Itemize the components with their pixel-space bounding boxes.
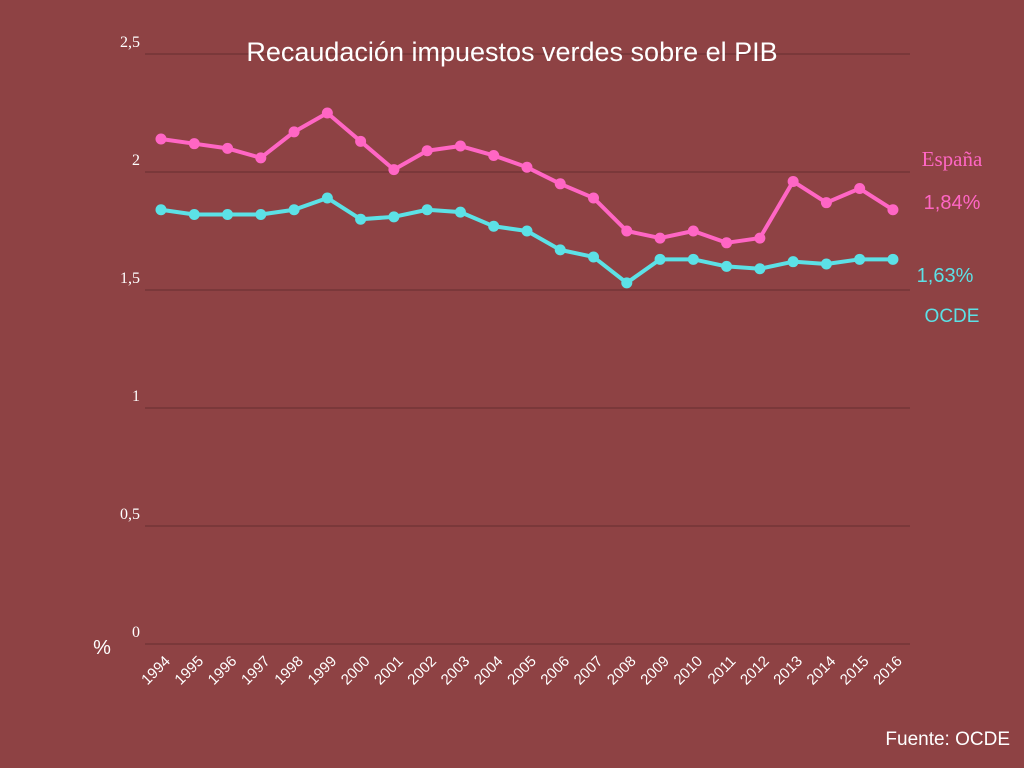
data-point	[654, 232, 666, 244]
data-point	[588, 192, 600, 204]
x-axis-ticks: 1994199519961997199819992000200120022003…	[138, 653, 906, 689]
data-point	[255, 152, 267, 164]
data-point	[721, 260, 733, 272]
chart-title: Recaudación impuestos verdes sobre el PI…	[246, 37, 777, 67]
y-tick-label: 0	[132, 624, 140, 641]
data-point	[388, 211, 400, 223]
legend-label-ocde: OCDE	[925, 306, 980, 327]
end-value-label-ocde: 1,63%	[917, 265, 974, 287]
x-tick-label: 1994	[138, 653, 174, 689]
data-point	[321, 107, 333, 119]
y-axis-unit-label: %	[93, 637, 111, 659]
data-point	[887, 204, 899, 216]
data-point	[621, 225, 633, 237]
series-lines	[155, 107, 899, 289]
x-tick-label: 2011	[705, 653, 740, 688]
data-point	[854, 183, 866, 195]
data-point	[188, 208, 200, 220]
x-tick-label: 1999	[305, 653, 341, 689]
data-point	[355, 135, 367, 147]
gridlines	[145, 53, 910, 645]
y-tick-label: 2	[132, 152, 140, 169]
data-point	[521, 225, 533, 237]
data-point	[754, 263, 766, 275]
data-point	[155, 133, 167, 145]
x-tick-label: 2002	[404, 653, 440, 689]
data-point	[887, 253, 899, 265]
data-point	[820, 197, 832, 209]
data-point	[421, 204, 433, 216]
data-point	[787, 256, 799, 268]
y-axis-ticks: 0 0,5 1 1,5 2 2,5	[120, 34, 140, 641]
data-point	[687, 253, 699, 265]
x-tick-label: 2005	[504, 653, 540, 689]
data-point	[288, 126, 300, 138]
legend-label-espana: España	[922, 147, 983, 171]
data-point	[155, 204, 167, 216]
x-tick-label: 2013	[770, 653, 806, 689]
data-point	[721, 237, 733, 249]
y-tick-label: 1,5	[120, 270, 140, 287]
data-point	[421, 145, 433, 157]
x-tick-label: 2003	[438, 653, 474, 689]
y-tick-label: 2,5	[120, 34, 140, 51]
data-point	[454, 140, 466, 152]
data-point	[355, 213, 367, 225]
x-tick-label: 2006	[537, 653, 573, 689]
data-point	[321, 192, 333, 204]
data-point	[754, 232, 766, 244]
series-line	[160, 111, 895, 245]
data-point	[188, 138, 200, 150]
x-tick-label: 2016	[870, 653, 906, 689]
x-tick-label: 2014	[804, 653, 840, 689]
y-tick-label: 0,5	[120, 506, 140, 523]
data-point	[554, 244, 566, 256]
y-tick-label: 1	[132, 388, 140, 405]
data-point	[488, 149, 500, 161]
data-point	[621, 277, 633, 289]
data-point	[588, 251, 600, 263]
x-tick-label: 1995	[171, 653, 207, 689]
data-point	[454, 206, 466, 218]
data-point	[388, 164, 400, 176]
data-point	[787, 175, 799, 187]
x-tick-label: 2004	[471, 653, 507, 689]
data-point	[222, 142, 234, 154]
source-note: Fuente: OCDE	[885, 729, 1010, 750]
x-tick-label: 2001	[371, 653, 407, 689]
x-tick-label: 2008	[604, 653, 640, 689]
data-point	[654, 253, 666, 265]
x-tick-label: 2009	[637, 653, 673, 689]
x-tick-label: 1998	[271, 653, 307, 689]
data-point	[222, 208, 234, 220]
x-tick-label: 2010	[671, 653, 707, 689]
data-point	[854, 253, 866, 265]
data-point	[288, 204, 300, 216]
x-tick-label: 1997	[238, 653, 274, 689]
x-tick-label: 2012	[737, 653, 773, 689]
x-tick-label: 1996	[205, 653, 241, 689]
x-tick-label: 2000	[338, 653, 374, 689]
series-espana	[155, 107, 899, 249]
x-tick-label: 2015	[837, 653, 873, 689]
x-tick-label: 2007	[571, 653, 607, 689]
data-point	[554, 178, 566, 190]
data-point	[488, 220, 500, 232]
data-point	[521, 161, 533, 173]
data-point	[687, 225, 699, 237]
data-point	[820, 258, 832, 270]
end-value-label-espana: 1,84%	[924, 192, 981, 214]
series-line	[160, 195, 893, 285]
data-point	[255, 208, 267, 220]
series-ocde	[155, 192, 899, 289]
